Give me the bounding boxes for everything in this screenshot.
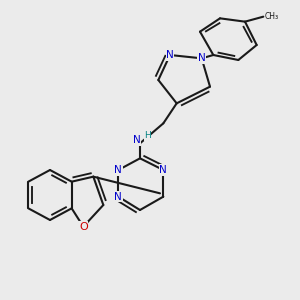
Text: H: H: [144, 131, 151, 140]
Text: O: O: [79, 222, 88, 232]
Text: N: N: [166, 50, 174, 60]
Text: N: N: [115, 192, 122, 202]
Text: N: N: [133, 135, 141, 145]
Text: CH₃: CH₃: [265, 12, 279, 21]
Text: N: N: [160, 165, 167, 175]
Text: N: N: [198, 53, 206, 63]
Text: N: N: [115, 165, 122, 175]
